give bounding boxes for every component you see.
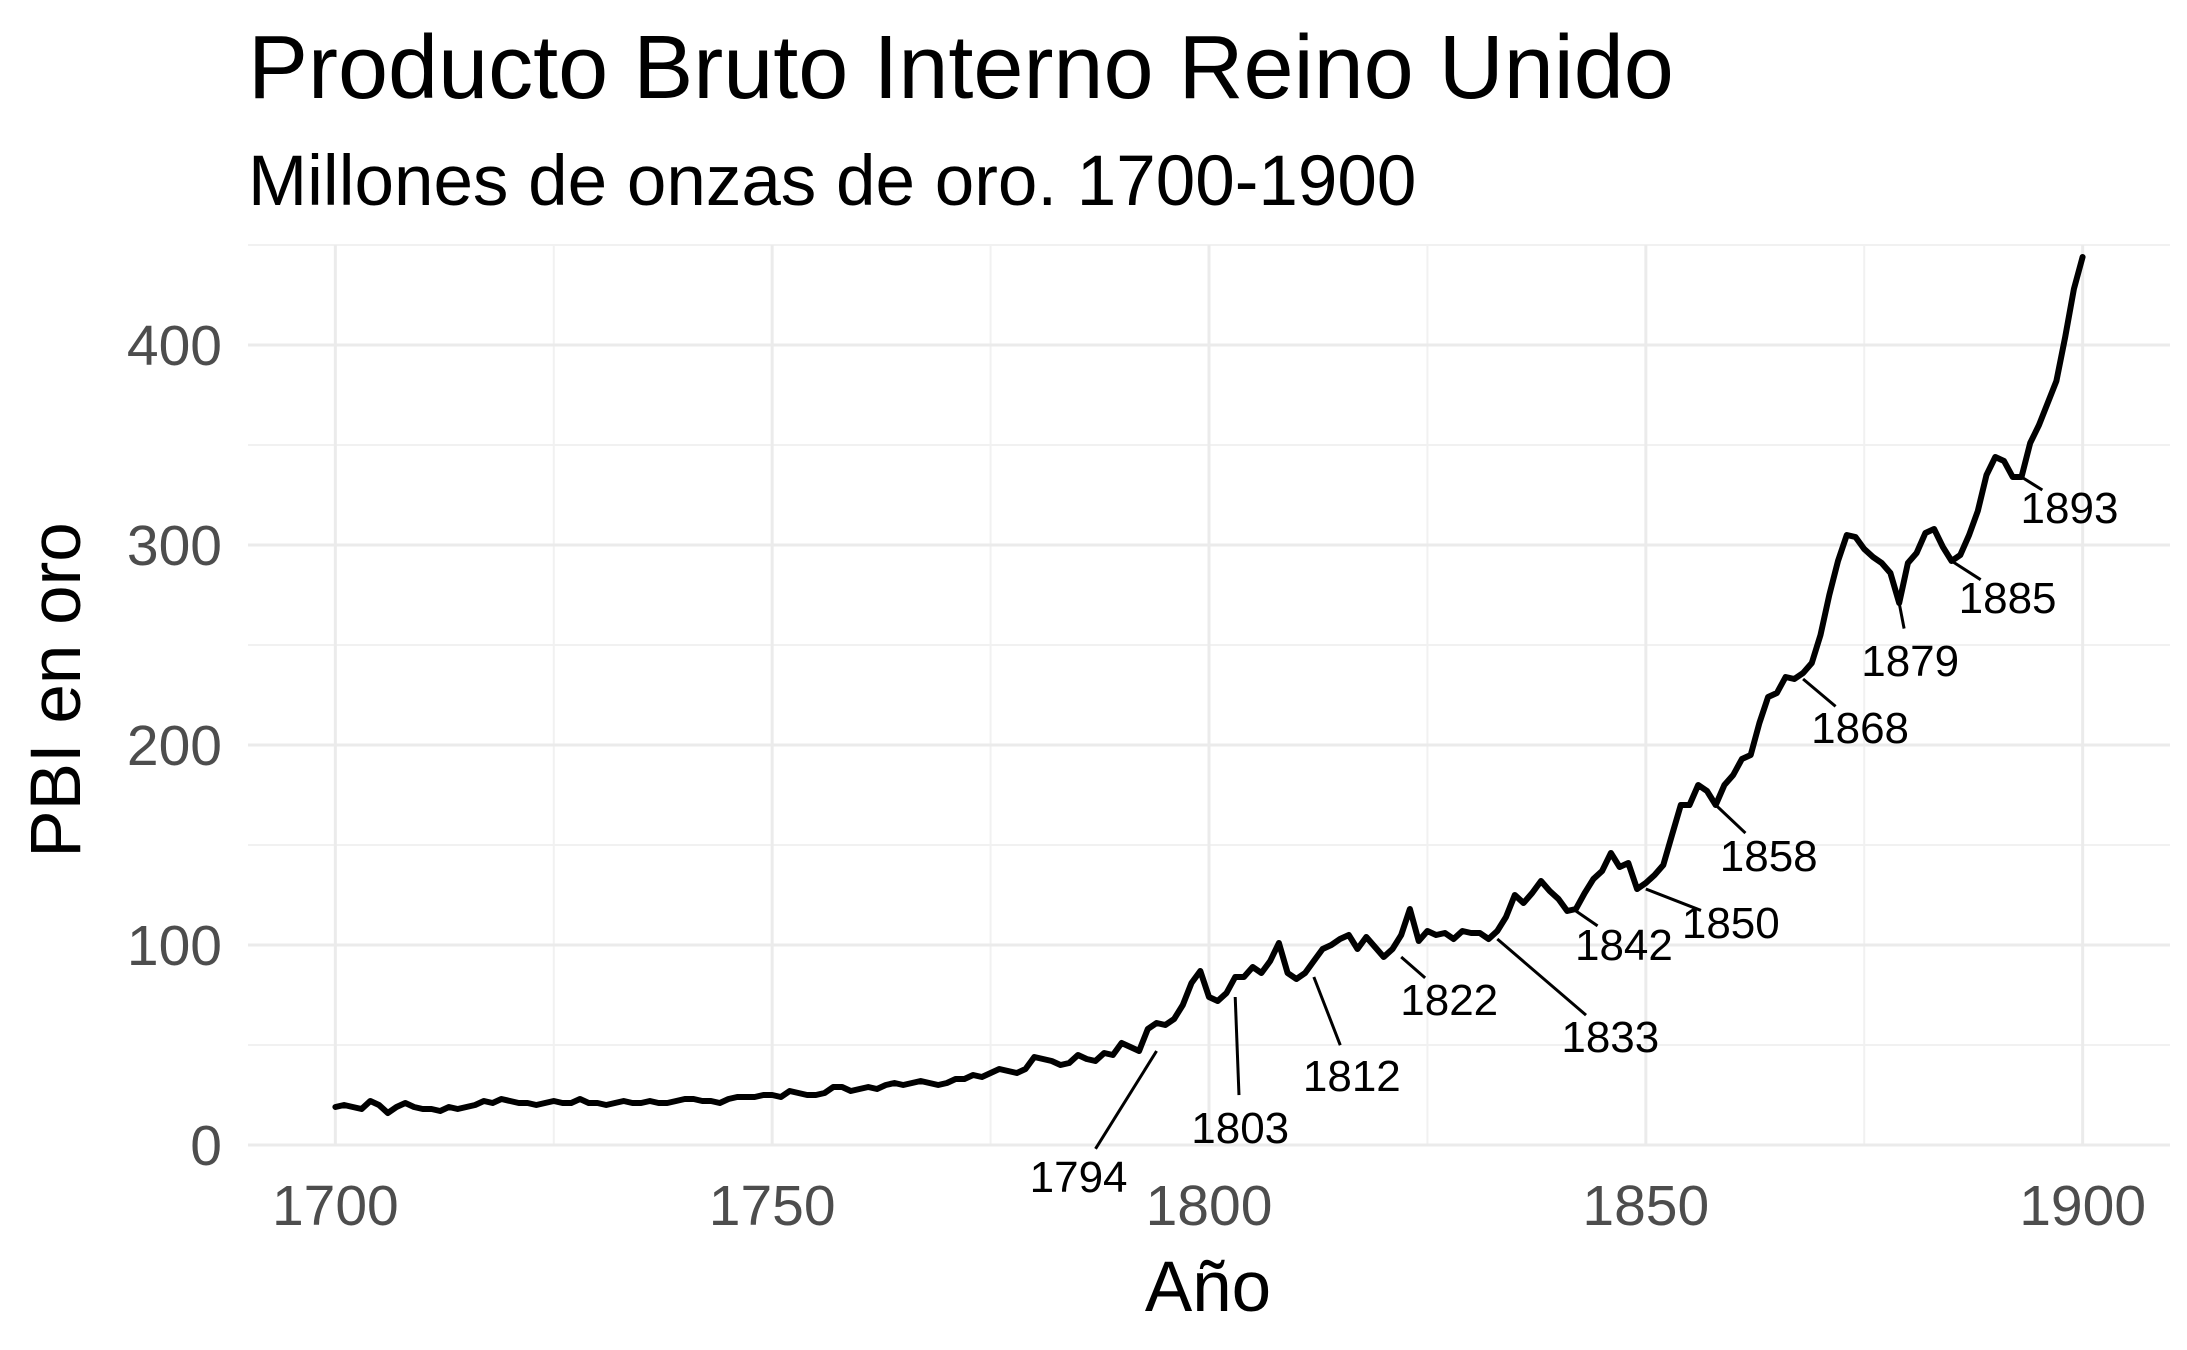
annotation-label: 1868 <box>1811 704 1909 753</box>
annotation-leader-line <box>1312 976 1342 1046</box>
annotation-leader-line <box>1897 602 1906 629</box>
annotation-label: 1858 <box>1720 832 1818 881</box>
x-tick-label: 1900 <box>2019 1174 2146 1238</box>
annotation-label: 1812 <box>1303 1052 1401 1101</box>
annotation-label: 1822 <box>1400 976 1498 1025</box>
annotation-leader-line <box>1575 909 1599 928</box>
annotation-label: 1794 <box>1030 1153 1128 1202</box>
annotation-label: 1842 <box>1575 921 1673 970</box>
x-tick-label: 1700 <box>272 1174 399 1238</box>
annotation-leader-line <box>1400 955 1427 980</box>
y-tick-label: 400 <box>127 314 222 378</box>
chart-title: Producto Bruto Interno Reino Unido <box>248 18 1674 118</box>
annotation-label: 1879 <box>1861 637 1959 686</box>
annotation-label: 1833 <box>1561 1013 1659 1062</box>
x-axis-title: Año <box>1145 1248 1271 1327</box>
y-tick-label: 200 <box>127 714 222 778</box>
annotation-leader-line <box>1950 559 1982 581</box>
grid <box>248 244 2170 1147</box>
y-tick-label: 0 <box>190 1114 222 1178</box>
chart-subtitle: Millones de onzas de oro. 1700-1900 <box>248 142 1416 221</box>
x-axis: 1700 1750 1800 1850 1900 <box>272 1174 2146 1238</box>
annotation-label: 1893 <box>2021 484 2119 533</box>
data-line-layer <box>332 254 2086 1116</box>
annotation-label: 1803 <box>1191 1104 1289 1153</box>
annotation-label: 1885 <box>1959 574 2057 623</box>
y-axis-title: PBI en oro <box>17 522 96 857</box>
annotation-label: 1850 <box>1682 899 1780 948</box>
y-tick-label: 300 <box>127 514 222 578</box>
x-tick-label: 1850 <box>1582 1174 1709 1238</box>
series-line <box>332 254 2086 1116</box>
x-tick-label: 1800 <box>1146 1174 1273 1238</box>
annotations: 1794 1803 1812 1822 1833 1842 1850 1858 1868 1879… <box>1030 475 2119 1202</box>
annotation-leader-line <box>1094 1050 1158 1150</box>
annotation-leader-line <box>1233 996 1241 1096</box>
annotation-leader-line <box>1496 937 1587 1017</box>
y-tick-label: 100 <box>127 914 222 978</box>
annotation-leader-line <box>2020 475 2044 492</box>
annotation-leader-line <box>1714 803 1747 835</box>
annotation-leader-line <box>1802 677 1837 708</box>
y-axis: 0 100 200 300 400 <box>127 314 222 1178</box>
annotation-leader-line <box>1645 887 1702 912</box>
x-tick-label: 1750 <box>709 1174 836 1238</box>
